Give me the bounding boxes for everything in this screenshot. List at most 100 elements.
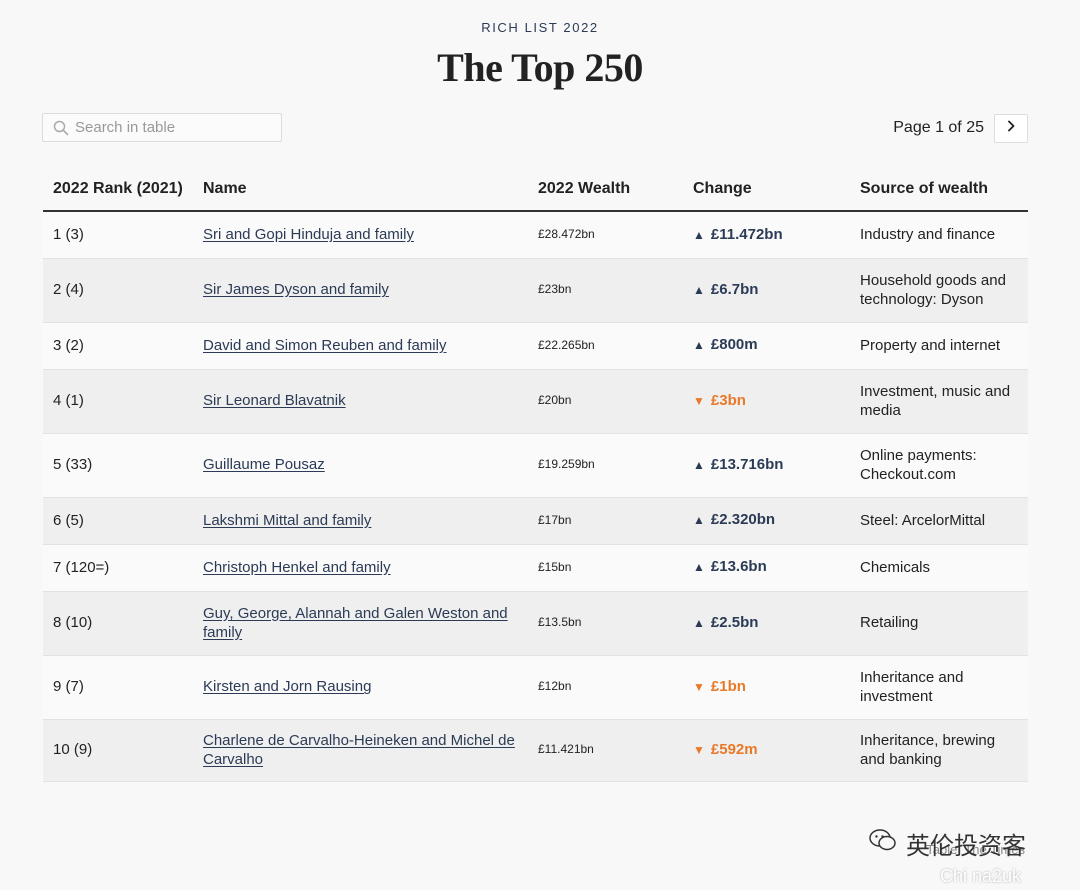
source-cell: Online payments: Checkout.com: [850, 433, 1028, 498]
name-cell: David and Simon Reuben and family: [193, 322, 528, 370]
name-link[interactable]: David and Simon Reuben and family: [203, 336, 447, 354]
name-cell: Sir Leonard Blavatnik: [193, 369, 528, 434]
name-link[interactable]: Lakshmi Mittal and family: [203, 511, 372, 529]
change-cell: ▲ £13.716bn: [683, 433, 850, 498]
wealth-cell: £23bn: [528, 258, 683, 323]
name-link[interactable]: Sri and Gopi Hinduja and family: [203, 226, 414, 243]
table-source-note: Table: The Times: [926, 842, 1025, 857]
search-input[interactable]: [75, 119, 265, 136]
rank-cell: 4 (1): [43, 369, 193, 434]
column-header-source[interactable]: Source of wealth: [850, 172, 1028, 212]
rank-cell: 10 (9): [43, 719, 193, 782]
rank-cell: 9 (7): [43, 655, 193, 720]
triangle-up-icon: ▲: [693, 513, 705, 528]
name-link[interactable]: Sir Leonard Blavatnik: [203, 392, 346, 410]
next-page-button[interactable]: [994, 113, 1028, 143]
change-cell: ▲ £13.6bn: [683, 544, 850, 592]
change-cell: ▲ £800m: [683, 322, 850, 370]
source-cell: Industry and finance: [850, 211, 1028, 259]
rich-list-table: 2022 Rank (2021) Name 2022 Wealth Change…: [43, 172, 1028, 782]
table-body: 1 (3) Sri and Gopi Hinduja and family £28.…: [43, 211, 1028, 782]
wealth-cell: £17bn: [528, 497, 683, 545]
change-value: £1bn: [710, 677, 746, 695]
source-cell: Steel: ArcelorMittal: [850, 497, 1028, 545]
wealth-cell: £12bn: [528, 655, 683, 720]
name-link[interactable]: Charlene de Carvalho-Heineken and Michel…: [203, 731, 515, 769]
table-row: 4 (1) Sir Leonard Blavatnik £20bn ▼ £3bn Inve…: [43, 369, 1028, 434]
table-header-row: 2022 Rank (2021) Name 2022 Wealth Change…: [43, 172, 1028, 212]
rank-cell: 3 (2): [43, 322, 193, 370]
watermark-subtext: Chi na2uk: [940, 866, 1022, 886]
source-cell: Chemicals: [850, 544, 1028, 592]
change-cell: ▼ £592m: [683, 719, 850, 782]
wealth-cell: £11.421bn: [528, 719, 683, 782]
name-cell: Guy, George, Alannah and Galen Weston an…: [193, 591, 528, 656]
column-header-change[interactable]: Change: [683, 172, 850, 212]
change-value: £13.6bn: [710, 558, 767, 576]
wealth-cell: £19.259bn: [528, 433, 683, 498]
name-link[interactable]: Sir James Dyson and family: [203, 281, 389, 299]
name-cell: Guillaume Pousaz: [193, 433, 528, 498]
table-row: 5 (33) Guillaume Pousaz £19.259bn ▲ £13.716b…: [43, 433, 1028, 498]
wealth-cell: £13.5bn: [528, 591, 683, 656]
name-link[interactable]: Guillaume Pousaz: [203, 456, 325, 474]
watermark-text: 英伦投资客: [906, 833, 1026, 860]
triangle-up-icon: ▲: [693, 282, 705, 297]
pagination: Page 1 of 25: [893, 113, 1028, 143]
table-row: 6 (5) Lakshmi Mittal and family £17bn ▲ £2.3…: [43, 497, 1028, 545]
name-cell: Sri and Gopi Hinduja and family: [193, 211, 528, 259]
name-cell: Sir James Dyson and family: [193, 258, 528, 323]
source-cell: Property and internet: [850, 322, 1028, 370]
page-title: The Top 250: [437, 45, 643, 90]
triangle-down-icon: ▼: [693, 393, 705, 408]
wechat-icon: [868, 827, 898, 860]
name-cell: Charlene de Carvalho-Heineken and Michel…: [193, 719, 528, 782]
section-kicker: RICH LIST 2022: [481, 20, 599, 35]
change-cell: ▲ £6.7bn: [683, 258, 850, 323]
name-link[interactable]: Guy, George, Alannah and Galen Weston an…: [203, 604, 508, 642]
column-header-wealth[interactable]: 2022 Wealth: [528, 172, 683, 212]
source-cell: Investment, music and media: [850, 369, 1028, 434]
rank-cell: 8 (10): [43, 591, 193, 656]
change-value: £592m: [710, 740, 758, 758]
change-cell: ▲ £2.320bn: [683, 497, 850, 545]
change-value: £6.7bn: [710, 280, 759, 298]
search-icon: [53, 120, 69, 136]
name-cell: Christoph Henkel and family: [193, 544, 528, 592]
rank-cell: 2 (4): [43, 258, 193, 323]
watermark: 英伦投资客: [868, 826, 1026, 861]
rank-cell: 1 (3): [43, 211, 193, 259]
triangle-up-icon: ▲: [693, 227, 705, 242]
table-row: 7 (120=) Christoph Henkel and family £15bn…: [43, 544, 1028, 592]
page-indicator: Page 1 of 25: [893, 119, 984, 136]
name-link[interactable]: Kirsten and Jorn Rausing: [203, 678, 372, 696]
name-cell: Lakshmi Mittal and family: [193, 497, 528, 545]
rank-cell: 5 (33): [43, 433, 193, 498]
table-search[interactable]: [42, 113, 282, 142]
triangle-up-icon: ▲: [693, 615, 705, 630]
table-row: 9 (7) Kirsten and Jorn Rausing £12bn ▼ £1bn I…: [43, 655, 1028, 720]
column-header-rank[interactable]: 2022 Rank (2021): [43, 172, 193, 212]
source-cell: Household goods and technology: Dyson: [850, 258, 1028, 323]
source-cell: Inheritance, brewing and banking: [850, 719, 1028, 782]
rank-cell: 7 (120=): [43, 544, 193, 592]
source-cell: Retailing: [850, 591, 1028, 656]
wealth-cell: £20bn: [528, 369, 683, 434]
triangle-up-icon: ▲: [693, 338, 705, 353]
wealth-cell: £28.472bn: [528, 211, 683, 259]
change-value: £11.472bn: [710, 225, 783, 243]
source-cell: Inheritance and investment: [850, 655, 1028, 720]
change-cell: ▼ £1bn: [683, 655, 850, 720]
change-value: £13.716bn: [710, 455, 784, 473]
table-row: 2 (4) Sir James Dyson and family £23bn ▲ £6.…: [43, 258, 1028, 323]
column-header-name[interactable]: Name: [193, 172, 528, 212]
table-row: 10 (9) Charlene de Carvalho-Heineken and …: [43, 719, 1028, 782]
name-cell: Kirsten and Jorn Rausing: [193, 655, 528, 720]
change-cell: ▲ £2.5bn: [683, 591, 850, 656]
table-row: 1 (3) Sri and Gopi Hinduja and family £28.…: [43, 211, 1028, 259]
change-cell: ▲ £11.472bn: [683, 211, 850, 259]
name-link[interactable]: Christoph Henkel and family: [203, 558, 391, 576]
wealth-cell: £15bn: [528, 544, 683, 592]
change-value: £800m: [710, 336, 758, 354]
change-value: £3bn: [710, 391, 746, 409]
